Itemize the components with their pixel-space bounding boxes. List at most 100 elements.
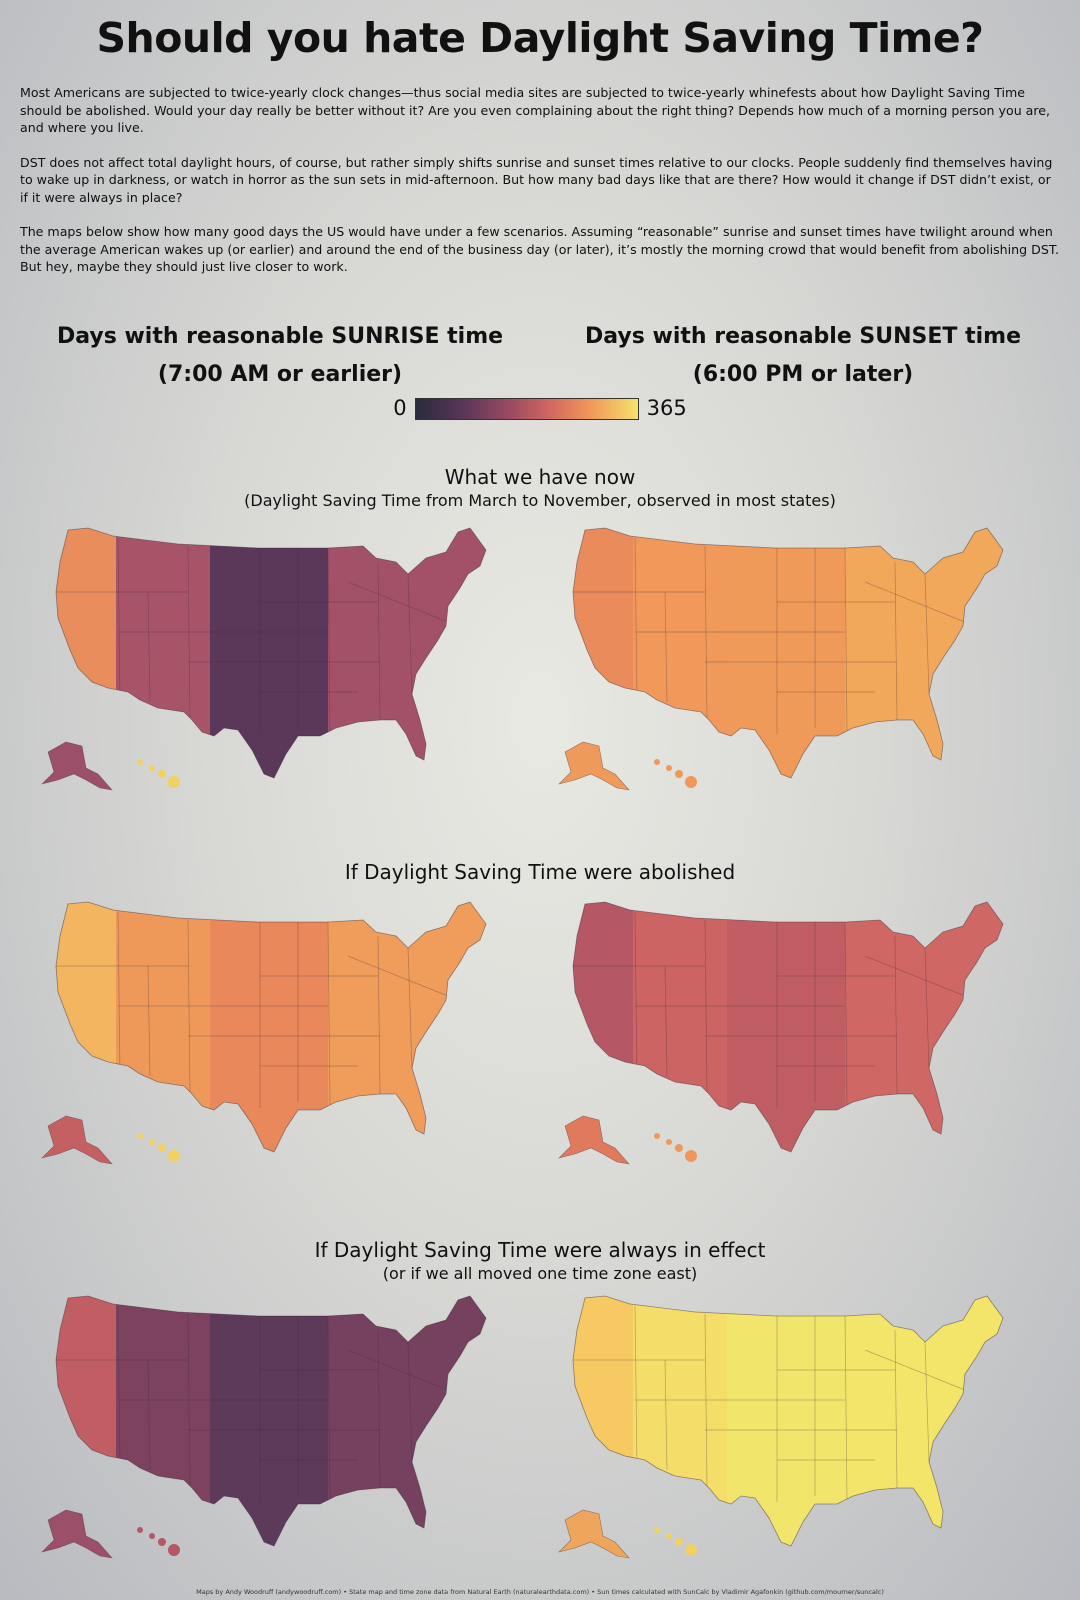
state-border bbox=[377, 1329, 381, 1489]
hawaii-island-4 bbox=[168, 776, 180, 788]
map-abolished-sunset bbox=[558, 901, 1004, 1165]
hawaii-island-3 bbox=[158, 1538, 166, 1546]
map-now-sunrise bbox=[41, 527, 487, 791]
contiguous-us bbox=[56, 528, 486, 778]
map-now-sunset bbox=[558, 527, 1004, 791]
state-border bbox=[924, 947, 930, 1069]
alaska bbox=[41, 1115, 113, 1165]
sunrise-column-header: Days with reasonable SUNRISE time (7:00 … bbox=[40, 318, 520, 394]
state-border bbox=[377, 935, 381, 1095]
state-border bbox=[634, 537, 638, 703]
us-outline bbox=[572, 901, 1004, 1153]
hawaii-island-4 bbox=[685, 1150, 697, 1162]
hawaii-island-1 bbox=[137, 759, 143, 765]
footer-credits: Maps by Andy Woodruff (andywoodruff.com)… bbox=[196, 1588, 884, 1596]
state-border bbox=[187, 1313, 191, 1489]
us-outline bbox=[55, 1295, 487, 1547]
us-outline bbox=[55, 527, 487, 779]
alaska bbox=[558, 741, 630, 791]
hawaii-island-4 bbox=[168, 1150, 180, 1162]
state-border bbox=[187, 545, 191, 721]
us-outline bbox=[55, 901, 487, 1153]
scenario-1-title: What we have now bbox=[444, 465, 636, 489]
state-border bbox=[894, 561, 898, 721]
state-border bbox=[407, 947, 413, 1069]
hawaii-island-1 bbox=[654, 1527, 660, 1533]
contiguous-us bbox=[56, 902, 486, 1152]
map-always-dst-sunrise bbox=[41, 1295, 487, 1559]
intro-paragraph-3: The maps below show how many good days t… bbox=[20, 224, 1060, 274]
state-border bbox=[117, 911, 121, 1077]
sunset-column-title: Days with reasonable SUNSET time bbox=[585, 324, 1021, 349]
sunrise-column-subtitle: (7:00 AM or earlier) bbox=[157, 362, 403, 387]
state-border bbox=[377, 561, 381, 721]
state-border bbox=[634, 911, 638, 1077]
state-border bbox=[664, 1359, 668, 1471]
contiguous-us bbox=[573, 528, 1003, 778]
state-border bbox=[327, 547, 331, 733]
state-border bbox=[894, 1329, 898, 1489]
contiguous-us bbox=[573, 1296, 1003, 1546]
map-always-dst-sunset bbox=[558, 1295, 1004, 1559]
hawaii-island-3 bbox=[675, 1144, 683, 1152]
hawaii-island-2 bbox=[666, 1533, 672, 1539]
state-border bbox=[864, 581, 966, 623]
legend-min-label: 0 bbox=[393, 396, 407, 420]
state-border bbox=[844, 547, 848, 733]
legend-max-label: 365 bbox=[646, 396, 687, 420]
hawaii-island-4 bbox=[685, 1544, 697, 1556]
state-border bbox=[147, 591, 151, 703]
color-legend: 0 365 bbox=[0, 396, 1080, 420]
state-border bbox=[407, 573, 413, 695]
state-border bbox=[117, 1305, 121, 1471]
contiguous-us bbox=[56, 1296, 486, 1546]
state-border bbox=[704, 1313, 708, 1489]
alaska bbox=[41, 1509, 113, 1559]
intro-paragraph-1: Most Americans are subjected to twice-ye… bbox=[20, 85, 1051, 135]
alaska bbox=[558, 1115, 630, 1165]
state-border bbox=[864, 955, 966, 997]
legend-color-ramp bbox=[414, 398, 639, 420]
state-border bbox=[407, 1341, 413, 1463]
state-border bbox=[664, 965, 668, 1077]
state-border bbox=[347, 955, 449, 997]
intro-paragraph-2: DST does not affect total daylight hours… bbox=[20, 154, 1053, 205]
sunset-column-subtitle: (6:00 PM or later) bbox=[692, 362, 914, 387]
state-border bbox=[844, 921, 848, 1107]
alaska bbox=[558, 1509, 630, 1559]
scenario-1-subtitle: (Daylight Saving Time from March to Nove… bbox=[244, 491, 836, 510]
state-border bbox=[844, 1315, 848, 1501]
state-border bbox=[704, 919, 708, 1095]
state-border bbox=[147, 1359, 151, 1471]
hawaii-island-2 bbox=[666, 765, 672, 771]
hawaii-island-1 bbox=[654, 1133, 660, 1139]
state-border bbox=[894, 935, 898, 1095]
hawaii-island-3 bbox=[158, 770, 166, 778]
hawaii-island-1 bbox=[137, 1133, 143, 1139]
hawaii-island-2 bbox=[149, 1533, 155, 1539]
sunrise-column-title: Days with reasonable SUNRISE time bbox=[56, 324, 504, 349]
alaska bbox=[41, 741, 113, 791]
hawaii-island-2 bbox=[666, 1139, 672, 1145]
map-abolished-sunrise bbox=[41, 901, 487, 1165]
hawaii-island-3 bbox=[675, 770, 683, 778]
scenario-3-subtitle: (or if we all moved one time zone east) bbox=[382, 1264, 698, 1283]
contiguous-us bbox=[573, 902, 1003, 1152]
state-border bbox=[347, 1349, 449, 1391]
hawaii-island-2 bbox=[149, 765, 155, 771]
state-border bbox=[924, 1341, 930, 1463]
state-border bbox=[347, 581, 449, 623]
state-border bbox=[924, 573, 930, 695]
state-border bbox=[704, 545, 708, 721]
us-outline bbox=[572, 527, 1004, 779]
state-border bbox=[327, 921, 331, 1107]
hawaii-island-1 bbox=[137, 1527, 143, 1533]
hawaii-island-3 bbox=[158, 1144, 166, 1152]
sunset-column-header: Days with reasonable SUNSET time (6:00 P… bbox=[563, 318, 1043, 394]
page-title: Should you hate Daylight Saving Time? bbox=[96, 14, 984, 62]
state-border bbox=[327, 1315, 331, 1501]
hawaii-island-2 bbox=[149, 1139, 155, 1145]
hawaii-island-4 bbox=[685, 776, 697, 788]
hawaii-island-3 bbox=[675, 1538, 683, 1546]
state-border bbox=[864, 1349, 966, 1391]
